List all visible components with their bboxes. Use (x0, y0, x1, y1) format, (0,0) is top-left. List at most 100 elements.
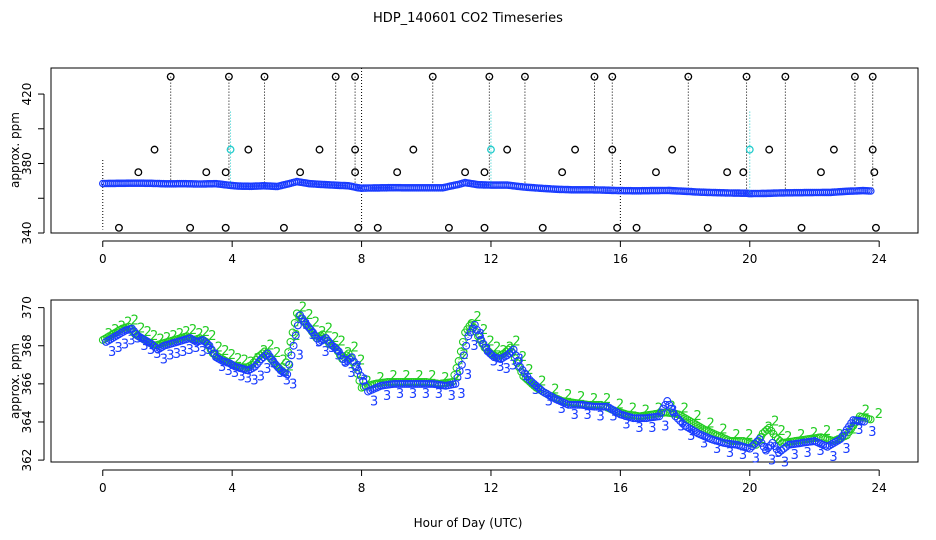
bottom-series-label-2: 2 (745, 428, 753, 443)
bottom-point-3 (324, 336, 333, 345)
bottom-series-label-2: 2 (461, 348, 469, 363)
bottom-point-3 (473, 325, 481, 334)
top-x-tick-label: 24 (872, 252, 887, 266)
bottom-series-label-3: 3 (584, 408, 592, 423)
top-y-axis: 340 380 420 (20, 83, 45, 245)
bottom-point-3 (601, 402, 610, 411)
bottom-series-label-2: 2 (144, 325, 152, 340)
top-spike-point (428, 72, 437, 81)
bottom-series-label-3: 3 (127, 333, 135, 348)
bottom-series-label-3: 3 (309, 328, 317, 343)
bottom-point-3 (261, 351, 270, 360)
bottom-series-label-2: 2 (234, 352, 242, 367)
bottom-y-tick-label: 366 (20, 372, 34, 395)
top-spike-point (590, 72, 599, 81)
top-y-tick-label: 380 (20, 152, 34, 175)
bottom-point-3 (250, 362, 259, 371)
bottom-series-label-2: 2 (228, 348, 236, 363)
bottom-series-label-3: 3 (516, 353, 524, 368)
bottom-point-2 (523, 376, 532, 384)
bottom-point-3 (119, 327, 128, 336)
bottom-point-3 (334, 347, 343, 356)
bottom-series-label-3: 3 (435, 387, 443, 402)
bottom-point-3 (149, 341, 158, 350)
bottom-point-3 (525, 376, 534, 384)
bottom-series-label-2: 2 (208, 329, 216, 344)
bottom-point-3 (755, 435, 764, 444)
top-mid-point (351, 145, 360, 154)
bottom-series-trace-2 (102, 312, 873, 446)
bottom-series-label-3: 3 (147, 343, 155, 358)
bottom-series-label-2: 2 (389, 369, 397, 384)
top-outlier-points (114, 111, 880, 232)
x-axis-label: Hour of Day (UTC) (414, 516, 523, 530)
bottom-series-label-2: 2 (415, 369, 423, 384)
bottom-series-label-3: 3 (816, 444, 824, 459)
bottom-point-3 (322, 334, 330, 343)
bottom-series-label-3: 3 (687, 429, 695, 444)
bottom-series-label-3: 3 (457, 387, 465, 402)
bottom-series-label-2: 2 (157, 333, 165, 348)
bottom-point-3 (753, 437, 762, 446)
top-spike-point (485, 72, 494, 81)
bottom-point-3 (676, 417, 685, 425)
bottom-series-label-2: 2 (357, 354, 365, 369)
bottom-series-label-3: 3 (341, 354, 349, 369)
bottom-point-3 (479, 339, 488, 348)
bottom-series-label-2: 2 (163, 331, 171, 346)
bottom-series-label-3: 3 (354, 360, 362, 375)
bottom-point-3 (691, 428, 700, 437)
bottom-series-label-3: 3 (302, 318, 310, 333)
bottom-point-3 (306, 325, 315, 334)
top-low-point (114, 223, 123, 232)
bottom-series-label-3: 3 (237, 370, 245, 385)
bottom-series-label-2: 2 (176, 327, 184, 342)
bottom-series-label-2: 2 (118, 319, 126, 334)
bottom-point-3 (757, 438, 766, 447)
bottom-point-3 (663, 397, 672, 405)
bottom-series-label-3: 3 (545, 394, 553, 409)
top-mid-point (668, 145, 677, 154)
bottom-point-3 (293, 321, 302, 330)
bottom-series-label-2: 2 (499, 344, 507, 359)
bottom-series-label-2: 2 (538, 375, 546, 390)
top-spike-point (351, 72, 360, 81)
bottom-point-3 (774, 448, 783, 457)
bottom-series-label-3: 3 (108, 345, 116, 360)
bottom-series-label-3: 3 (179, 345, 187, 360)
top-mid-point (571, 145, 580, 154)
top-low-point (186, 223, 195, 232)
top-spike-point (260, 72, 269, 81)
bottom-series-label-3: 3 (114, 341, 122, 356)
bottom-series-label-2: 2 (279, 354, 287, 369)
top-y-tick-label: 340 (20, 222, 34, 245)
bottom-series-label-3: 3 (396, 387, 404, 402)
bottom-series-label-2: 2 (525, 363, 533, 378)
bottom-series-label-2: 2 (241, 354, 249, 369)
top-low-point (354, 223, 363, 232)
bottom-point-3 (356, 371, 365, 380)
top-near-point (652, 168, 660, 177)
bottom-point-3 (205, 341, 214, 350)
bottom-point-3 (681, 421, 690, 430)
bottom-series-label-2: 2 (312, 316, 320, 331)
bottom-point-3 (657, 408, 666, 417)
bottom-point-3 (143, 337, 151, 346)
bottom-series-label-3: 3 (761, 442, 769, 457)
bottom-point-3 (332, 345, 341, 354)
top-baseline-series (99, 177, 875, 198)
bottom-series-label-2: 2 (338, 335, 346, 350)
bottom-series-label-2: 2 (299, 300, 307, 315)
top-near-point (202, 168, 211, 177)
bottom-x-tick-label: 16 (613, 481, 628, 495)
bottom-series-label-3: 3 (509, 358, 517, 373)
bottom-x-axis: 0 4 8 12 16 20 24 (99, 469, 887, 495)
bottom-series-label-2: 2 (318, 325, 326, 340)
bottom-series-label-2: 2 (797, 428, 805, 443)
bottom-series-label-3: 3 (726, 446, 734, 461)
bottom-series-label-2: 2 (247, 356, 255, 371)
bottom-series-label-3: 3 (464, 368, 472, 383)
bottom-series-label-2: 2 (292, 329, 300, 344)
top-mid-point (315, 145, 324, 154)
bottom-point-3 (766, 441, 775, 450)
